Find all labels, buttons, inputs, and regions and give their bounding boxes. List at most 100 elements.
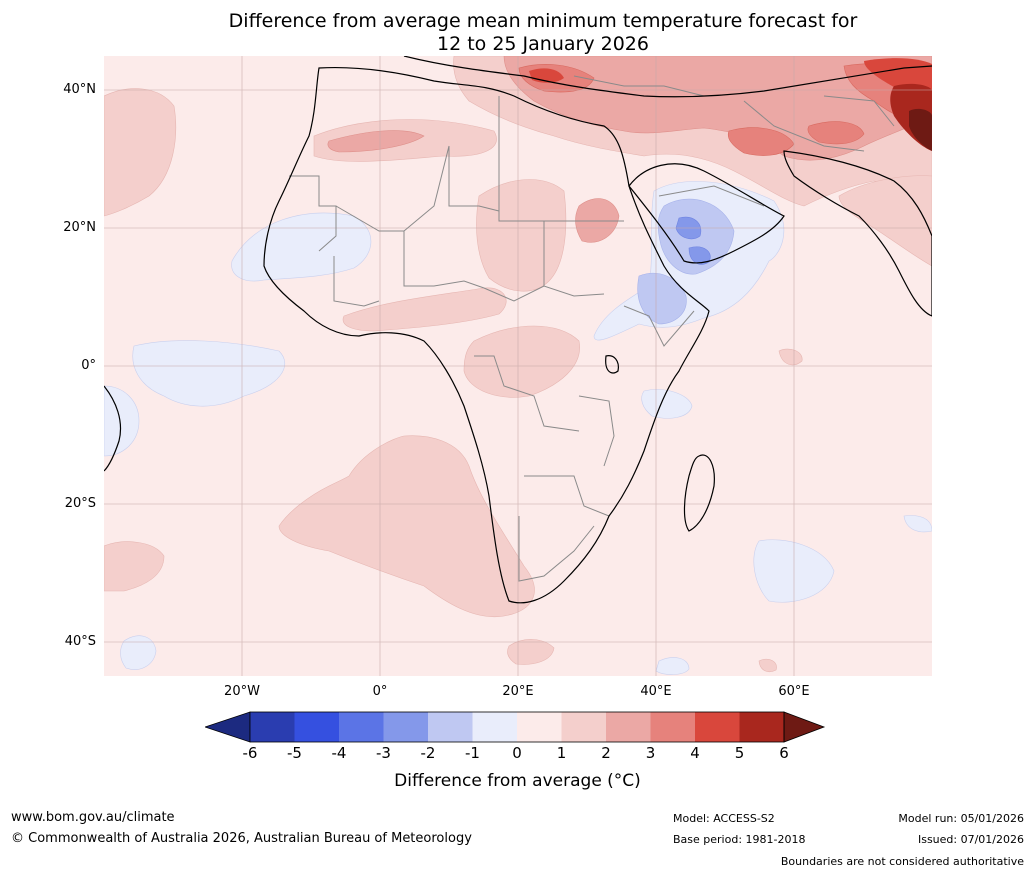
colorbar-swatch bbox=[294, 712, 339, 742]
cool-area-east-edge bbox=[903, 515, 932, 533]
colorbar-tick-label: 4 bbox=[690, 744, 700, 762]
lat-label-40n: 40°N bbox=[63, 82, 96, 97]
border-mauritania bbox=[289, 175, 337, 252]
chart-title: Difference from average mean minimum tem… bbox=[0, 10, 1035, 56]
arabian-peninsula-coastline bbox=[628, 163, 785, 264]
border-west-africa bbox=[333, 256, 380, 307]
colorbar-tick-label: -1 bbox=[465, 744, 480, 762]
warm-area-indian-ocean bbox=[778, 348, 803, 366]
colorbar-label: Difference from average (°C) bbox=[394, 771, 641, 791]
colorbar-swatches bbox=[205, 711, 826, 743]
colorbar-tick-label: 6 bbox=[779, 744, 789, 762]
colorbar bbox=[205, 711, 826, 743]
lat-label-equator: 0° bbox=[81, 358, 96, 373]
warm-area-south-africa-coast bbox=[507, 639, 555, 665]
lat-label-20s: 20°S bbox=[64, 496, 96, 511]
lon-label-20e: 20°E bbox=[502, 684, 534, 699]
colorbar-swatch bbox=[606, 712, 651, 742]
border-afghanistan bbox=[823, 95, 895, 127]
border-turkey bbox=[573, 75, 705, 97]
lon-label-60e: 60°E bbox=[778, 684, 810, 699]
coldest-area-2 bbox=[688, 246, 711, 265]
border-tanzania bbox=[578, 395, 615, 467]
border-iran bbox=[743, 100, 865, 152]
map-canvas bbox=[104, 56, 932, 676]
border-namibia-botswana bbox=[518, 516, 595, 582]
south-asia-coastline bbox=[783, 150, 932, 317]
colorbar-tick-label: -6 bbox=[242, 744, 258, 762]
colorbar-swatch bbox=[472, 712, 517, 742]
border-ethiopia-somalia bbox=[623, 305, 695, 347]
title-line-2: 12 to 25 January 2026 bbox=[437, 33, 649, 55]
madagascar-coastline bbox=[683, 454, 715, 532]
colorbar-swatch bbox=[695, 712, 740, 742]
footer-base-period: Base period: 1981-2018 bbox=[673, 833, 806, 846]
colorbar-tick-label: 2 bbox=[601, 744, 611, 762]
colorbar-extension-low bbox=[205, 711, 251, 743]
lake-victoria bbox=[605, 355, 619, 374]
colorbar-tick-label: -2 bbox=[420, 744, 436, 762]
colorbar-swatch bbox=[428, 712, 473, 742]
border-zambia bbox=[524, 475, 610, 517]
colorbar-tick-label: 5 bbox=[734, 744, 745, 762]
colorbar-swatch bbox=[739, 712, 784, 742]
mediterranean-northern-coast bbox=[403, 56, 932, 98]
border-car bbox=[483, 285, 605, 302]
colorbar-tick-label: -4 bbox=[331, 744, 347, 762]
colorbar-swatch bbox=[339, 712, 384, 742]
extreme-area-tibet bbox=[909, 108, 932, 151]
title-line-1: Difference from average mean minimum tem… bbox=[228, 10, 858, 32]
border-libya bbox=[448, 146, 500, 212]
colorbar-tick-label: -3 bbox=[376, 744, 391, 762]
hot-area-iran bbox=[807, 121, 865, 145]
cool-area-east-africa-coast bbox=[641, 389, 693, 419]
colorbar-swatch bbox=[517, 712, 562, 742]
colorbar-swatch bbox=[650, 712, 695, 742]
warm-area-south-atlantic-west bbox=[104, 541, 165, 592]
lat-label-20n: 20°N bbox=[63, 220, 96, 235]
south-america-coastline bbox=[104, 385, 122, 472]
colorbar-swatch bbox=[561, 712, 606, 742]
border-chad bbox=[498, 96, 545, 286]
warm-area-sudan bbox=[476, 179, 567, 292]
cooler-area-ethiopia bbox=[637, 272, 687, 325]
cool-area-south-atlantic bbox=[120, 635, 157, 670]
lon-label-0: 0° bbox=[372, 684, 388, 699]
coldest-anomaly-areas bbox=[675, 216, 711, 265]
warm-area-indian-ocean-south bbox=[758, 658, 777, 672]
footer-website: www.bom.gov.au/climate bbox=[11, 810, 175, 825]
africa-coastline bbox=[263, 66, 710, 604]
lon-label-40e: 40°E bbox=[640, 684, 672, 699]
warm-area-north-atlantic bbox=[104, 88, 176, 217]
warm-area-sahel bbox=[342, 287, 507, 332]
colorbar-extension-high bbox=[783, 711, 826, 743]
footer-issued: Issued: 07/01/2026 bbox=[917, 833, 1024, 846]
country-borders bbox=[289, 75, 895, 582]
colorbar-tick-label: 1 bbox=[556, 744, 567, 762]
colorbar-swatch bbox=[383, 712, 428, 742]
hot-area-iraq bbox=[727, 127, 795, 156]
footer-model: Model: ACCESS-S2 bbox=[673, 812, 775, 825]
colorbar-frame bbox=[249, 711, 785, 743]
colorbar-tick-label: 0 bbox=[512, 744, 522, 762]
colorbar-swatch bbox=[250, 712, 295, 742]
cool-area-south-indian bbox=[655, 657, 690, 675]
warm-area-south-atlantic bbox=[278, 435, 535, 618]
colorbar-tick-label: -5 bbox=[287, 744, 302, 762]
forecast-map bbox=[104, 56, 932, 676]
footer-disclaimer: Boundaries are not considered authoritat… bbox=[780, 855, 1024, 868]
lat-label-40s: 40°S bbox=[64, 634, 96, 649]
colorbar-tick-label: 3 bbox=[645, 744, 656, 762]
coastlines bbox=[104, 56, 932, 604]
lon-label-20w: 20°W bbox=[224, 684, 260, 699]
graticule bbox=[104, 56, 932, 676]
warmer-area-algeria bbox=[327, 130, 425, 153]
warmer-area-sudan bbox=[575, 198, 620, 243]
warm-area-indian-subcontinent bbox=[838, 175, 932, 267]
footer-model-run: Model run: 05/01/2026 bbox=[898, 812, 1024, 825]
footer-copyright: © Commonwealth of Australia 2026, Austra… bbox=[11, 831, 472, 846]
cool-area-atlantic-equator bbox=[132, 340, 285, 407]
border-drc bbox=[474, 355, 580, 432]
border-niger-nigeria bbox=[403, 231, 485, 289]
warm-area-congo bbox=[463, 325, 580, 398]
